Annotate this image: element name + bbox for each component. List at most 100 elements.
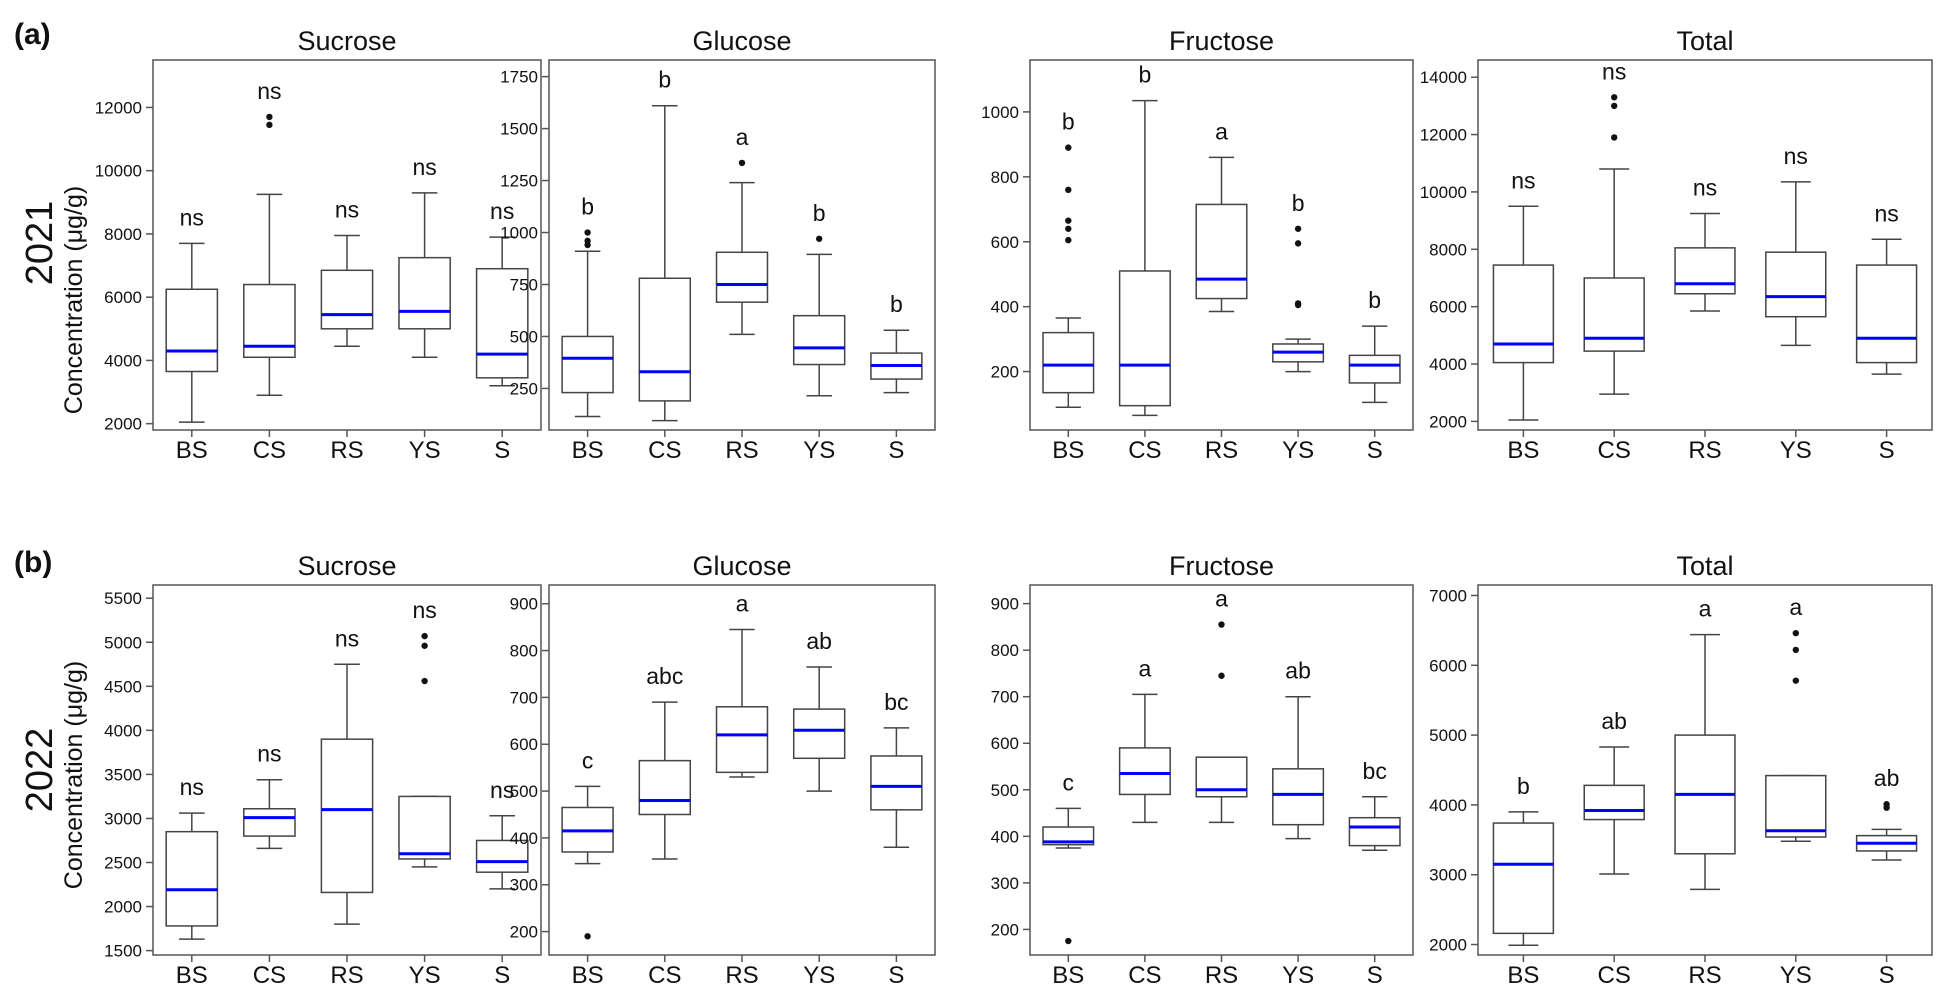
- x-tick-label: CS: [648, 962, 681, 989]
- outlier-point: [1065, 225, 1072, 232]
- y-tick-label: 2000: [1429, 412, 1467, 431]
- y-tick-label: 2500: [104, 854, 142, 873]
- panel-fructose-1: Fructose 200 300 400 500 600 700 800 900 c BS a CS a R…: [991, 551, 1414, 989]
- y-tick-label: 7000: [1429, 586, 1467, 605]
- y-tick-label: 4000: [1429, 355, 1467, 374]
- y-tick-label: 500: [510, 782, 538, 801]
- y-tick-label: 2000: [104, 415, 142, 434]
- significance-label: ns: [490, 198, 514, 224]
- outlier-point: [584, 933, 591, 940]
- x-tick-label: CS: [1598, 437, 1631, 464]
- significance-label: ns: [257, 741, 281, 767]
- x-tick-label: RS: [1205, 437, 1238, 464]
- y-tick-label: 700: [510, 688, 538, 707]
- box-body: [165, 288, 219, 373]
- x-tick-label: S: [1879, 962, 1895, 989]
- y-tick-label: 3500: [104, 765, 142, 784]
- significance-label: ab: [1601, 708, 1627, 734]
- panel-title: Sucrose: [297, 26, 396, 56]
- x-tick-label: RS: [725, 437, 758, 464]
- box-body: [398, 256, 451, 330]
- y-tick-label: 1250: [500, 172, 538, 191]
- y-tick-label: 8000: [1429, 240, 1467, 259]
- box-BS: b: [561, 194, 614, 418]
- box-body: [320, 269, 374, 330]
- box-BS: b: [1042, 109, 1095, 409]
- y-tick-label: 800: [991, 168, 1019, 187]
- x-tick-label: S: [494, 437, 510, 464]
- significance-label: ns: [1784, 143, 1808, 169]
- box-CS: ns: [1583, 58, 1645, 395]
- significance-label: b: [1368, 287, 1381, 313]
- box-body: [1855, 264, 1918, 364]
- y-tick-label: 8000: [104, 225, 142, 244]
- y-tick-label: 400: [510, 829, 538, 848]
- box-body: [792, 314, 846, 366]
- box-CS: ns: [243, 741, 296, 850]
- significance-label: ns: [490, 777, 514, 803]
- x-tick-label: RS: [330, 437, 363, 464]
- y-tick-label: 500: [510, 327, 538, 346]
- box-CS: b: [638, 67, 692, 422]
- panel-title: Total: [1676, 551, 1733, 581]
- box-S: bc: [870, 689, 923, 849]
- y-tick-label: 700: [991, 688, 1019, 707]
- significance-label: ab: [1285, 658, 1311, 684]
- panel-fructose-0: Fructose 200 400 600 800 1000 b BS b CS a RS b YS b S: [981, 26, 1414, 464]
- significance-label: bc: [884, 689, 908, 715]
- y-tick-label: 400: [991, 298, 1019, 317]
- x-tick-label: BS: [1052, 962, 1084, 989]
- significance-label: b: [1139, 62, 1152, 88]
- box-YS: ab: [1272, 658, 1325, 840]
- box-body: [1348, 816, 1401, 847]
- significance-label: b: [813, 200, 826, 226]
- box-body: [1118, 747, 1171, 796]
- significance-label: a: [1215, 118, 1228, 144]
- box-body: [1765, 251, 1827, 318]
- significance-label: b: [1062, 109, 1075, 135]
- x-tick-label: S: [1367, 437, 1383, 464]
- box-body: [1492, 822, 1555, 935]
- box-body: [715, 251, 769, 303]
- significance-label: a: [1215, 586, 1228, 612]
- y-tick-label: 3000: [104, 809, 142, 828]
- box-RS: a: [715, 124, 769, 336]
- y-tick-label: 10000: [1420, 183, 1467, 202]
- y-tick-label: 400: [991, 827, 1019, 846]
- x-tick-label: BS: [572, 962, 604, 989]
- x-tick-label: CS: [253, 962, 286, 989]
- box-body: [870, 755, 923, 811]
- significance-label: ns: [180, 774, 204, 800]
- significance-label: a: [1789, 594, 1802, 620]
- y-tick-label: 200: [991, 920, 1019, 939]
- significance-label: b: [1517, 773, 1530, 799]
- outlier-point: [1065, 186, 1072, 194]
- box-CS: ab: [1583, 708, 1645, 875]
- panel-total-0: Total 2000 4000 6000 8000 10000 12000 14000 ns BS…: [1420, 26, 1933, 464]
- panel-total-1: Total 2000 3000 4000 5000 6000 7000 b BS ab CS a RS a…: [1429, 551, 1933, 989]
- box-CS: a: [1118, 655, 1171, 824]
- significance-label: ns: [1511, 167, 1535, 193]
- box-body: [1348, 354, 1401, 384]
- y-tick-label: 4000: [1429, 796, 1467, 815]
- box-body: [715, 706, 769, 774]
- significance-label: a: [736, 124, 749, 150]
- y-tick-label: 12000: [1420, 126, 1467, 145]
- row-label-b: (b): [14, 546, 52, 579]
- panel-sucrose-0: Sucrose 2000 4000 6000 8000 10000 12000 ns BS ns C…: [95, 26, 542, 464]
- y-tick-label: 14000: [1420, 68, 1467, 87]
- outlier-point: [421, 642, 428, 649]
- outlier-point: [816, 235, 823, 242]
- x-tick-label: YS: [803, 437, 835, 464]
- panels: Sucrose 2000 4000 6000 8000 10000 12000 ns BS ns C…: [95, 26, 1933, 989]
- box-body: [475, 839, 529, 873]
- outlier-point: [1294, 225, 1302, 232]
- x-tick-label: YS: [409, 437, 441, 464]
- significance-label: b: [581, 194, 594, 220]
- box-body: [638, 277, 692, 402]
- y-tick-label: 300: [991, 874, 1019, 893]
- significance-label: b: [890, 291, 903, 317]
- box-body: [638, 759, 692, 816]
- box-BS: ns: [1492, 167, 1555, 421]
- outlier-point: [1611, 94, 1618, 101]
